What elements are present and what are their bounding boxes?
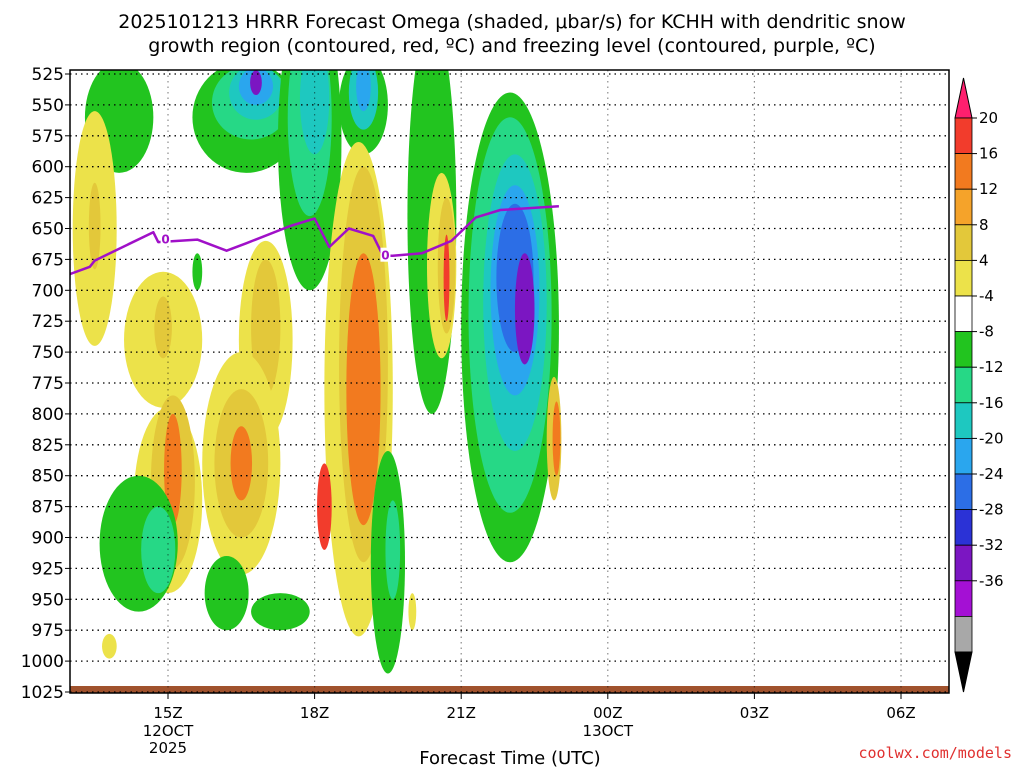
colorbar-label: -12 — [979, 358, 1004, 376]
colorbar-band — [954, 580, 973, 617]
omega-region-36 — [385, 500, 401, 600]
y-tick-label: 550 — [32, 96, 64, 116]
freezing-label-bg — [160, 231, 171, 246]
y-tick-label: 900 — [32, 529, 64, 549]
y-tick-label: 1000 — [21, 652, 64, 672]
omega-region-39 — [443, 234, 450, 322]
y-tick-label: 925 — [32, 559, 64, 579]
omega-region-5 — [154, 296, 172, 359]
colorbar-band — [954, 117, 973, 154]
freezing-level-line — [70, 205, 559, 276]
colorbar-band — [954, 224, 973, 261]
omega-region-47 — [552, 401, 561, 476]
colorbar-bottom-arrow — [954, 651, 973, 693]
y-tick-label: 625 — [32, 189, 64, 209]
colorbar-label: -16 — [979, 394, 1004, 412]
colorbar-label: 12 — [979, 180, 998, 198]
colorbar-label: -8 — [979, 323, 994, 341]
colorbar-band — [954, 402, 973, 439]
colorbar-label: 16 — [979, 145, 998, 163]
colorbar-label: -4 — [979, 287, 994, 305]
ground-strip — [70, 686, 949, 693]
omega-region-18 — [102, 633, 117, 659]
y-tick-label: 725 — [32, 312, 64, 332]
omega-region-32 — [346, 253, 381, 526]
y-tick-label: 825 — [32, 436, 64, 456]
freezing-level-label: 0 — [381, 249, 389, 263]
y-tick-label: 775 — [32, 374, 64, 394]
x-tick-label: 06Z — [886, 704, 915, 722]
y-tick-label: 700 — [32, 281, 64, 301]
y-tick-label: 975 — [32, 621, 64, 641]
y-tick-label: 950 — [32, 590, 64, 610]
x-tick-label: 00Z — [593, 704, 622, 722]
y-tick-label: 750 — [32, 343, 64, 363]
colorbar-band — [954, 259, 973, 297]
x-tick-label: 15Z — [153, 704, 182, 722]
omega-region-15 — [251, 593, 310, 631]
y-tick-label: 675 — [32, 250, 64, 270]
x-tick-year: 2025 — [149, 739, 187, 757]
colorbar-label: -24 — [979, 465, 1004, 483]
omega-region-14 — [204, 556, 249, 631]
colorbar: 20 16 12 8 4 -4 -8 -12 -16 -20 -24 -28 -32 -36 — [954, 77, 1004, 693]
colorbar-label: -20 — [979, 429, 1004, 447]
omega-shading — [72, 70, 562, 674]
colorbar-band — [954, 544, 973, 582]
omega-region-2 — [88, 182, 101, 270]
x-tick-label: 03Z — [740, 704, 769, 722]
y-tick-label: 875 — [32, 498, 64, 518]
x-tick-label: 21Z — [447, 704, 476, 722]
colorbar-label: -36 — [979, 572, 1004, 590]
x-tick-date: 13OCT — [583, 722, 634, 740]
y-axis-ticks: 525 550 575 600 625 650 675 700 725 750 775 800 825 8… — [21, 65, 70, 703]
colorbar-label: 4 — [979, 251, 989, 269]
x-tick-date: 12OCT — [143, 722, 194, 740]
omega-region-26 — [299, 70, 330, 155]
omega-region-45 — [514, 253, 535, 365]
colorbar-band — [954, 509, 973, 546]
y-tick-label: 600 — [32, 158, 64, 178]
freezing-level-label: 0 — [161, 233, 169, 247]
omega-region-8 — [164, 413, 182, 526]
y-tick-label: 525 — [32, 65, 64, 85]
x-axis-title: Forecast Time (UTC) — [419, 748, 600, 768]
ground-layer — [70, 686, 949, 693]
colorbar-label: 8 — [979, 216, 989, 234]
credit-text: coolwx.com/models — [858, 744, 1012, 762]
grid-lines — [70, 70, 949, 693]
omega-region-10 — [251, 259, 281, 396]
colorbar-band — [954, 331, 973, 368]
colorbar-band — [954, 153, 973, 190]
y-tick-label: 575 — [32, 127, 64, 147]
colorbar-label: -28 — [979, 501, 1004, 519]
colorbar-band — [954, 616, 973, 653]
chart-title-line-1: 2025101213 HRRR Forecast Omega (shaded, … — [118, 11, 906, 33]
colorbar-band — [954, 437, 973, 475]
colorbar-label: 20 — [979, 109, 998, 127]
chart-title-line-2: growth region (contoured, red, ºC) and f… — [148, 35, 875, 57]
omega-region-13 — [230, 426, 253, 501]
y-tick-label: 850 — [32, 467, 64, 487]
x-tick-label: 18Z — [300, 704, 329, 722]
y-tick-label: 650 — [32, 220, 64, 240]
colorbar-top-arrow — [954, 77, 973, 119]
omega-region-29 — [356, 70, 371, 112]
colorbar-band — [954, 473, 973, 510]
y-tick-label: 1025 — [21, 683, 64, 703]
y-tick-label: 800 — [32, 405, 64, 425]
colorbar-band — [954, 295, 973, 332]
omega-region-23 — [250, 70, 262, 96]
colorbar-band — [954, 188, 973, 226]
freezing-level-contour: 00 — [70, 205, 559, 276]
colorbar-band — [954, 366, 973, 404]
omega-region-17 — [141, 506, 176, 594]
omega-region-3 — [192, 253, 203, 291]
omega-region-48 — [408, 593, 417, 631]
colorbar-label: -32 — [979, 536, 1004, 554]
freezing-label-bg — [380, 247, 391, 262]
plot-frame — [69, 69, 950, 694]
